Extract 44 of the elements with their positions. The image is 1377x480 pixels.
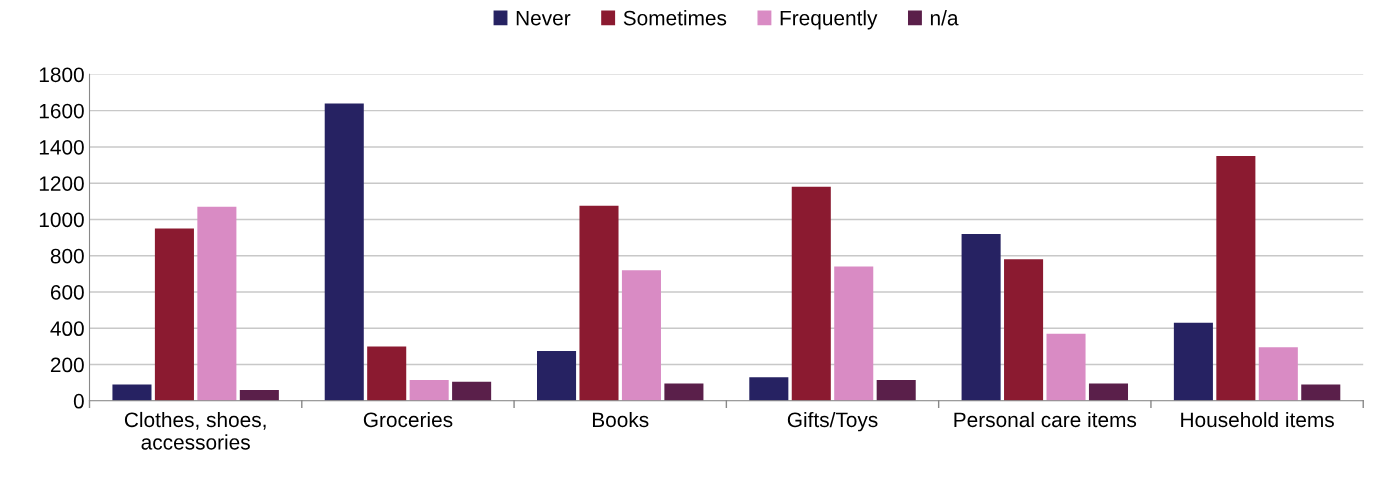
x-tick-label: Groceries [363,411,453,428]
legend-label: n/a [930,10,959,26]
y-tick-label: 800 [50,248,84,264]
x-tick-label: Personal care items [954,411,1137,428]
bar [452,381,492,401]
bar [367,346,407,401]
bar [1004,259,1044,401]
bar [112,384,152,401]
y-tick-label: 1400 [39,139,84,155]
bar [621,270,661,401]
y-tick-label: 400 [50,321,84,337]
bar [961,233,1001,401]
y-tick-label: 1600 [39,103,84,119]
bar [197,206,237,401]
bar [1258,347,1298,401]
y-tick-label: 1200 [39,176,84,191]
bar [876,379,916,401]
bar [834,266,874,401]
bar [409,379,449,401]
x-tick-label: Household items [1181,411,1334,428]
x-tick-label: Clothes, shoes, accessories [124,411,266,450]
x-tick-label: Books [592,411,649,428]
bar [1046,333,1086,401]
legend-label: Sometimes [623,10,727,26]
bar [324,103,364,401]
bar [537,350,577,401]
legend-label: Never [516,10,571,26]
bar [239,389,279,401]
y-tick-label: 1000 [39,212,84,228]
y-tick-label: 0 [73,393,84,409]
legend-label: Frequently [780,10,878,30]
bar [1088,383,1129,401]
bar [154,228,194,401]
x-tick-label: Gifts/Toys [787,411,878,432]
bar [664,383,704,401]
bar [579,205,619,401]
bar [1216,156,1256,401]
y-tick-label: 1800 [39,67,84,83]
y-tick-label: 200 [50,357,84,373]
y-tick-label: 600 [50,285,84,300]
bar [791,186,831,401]
bar [749,377,789,401]
bar [1173,322,1213,401]
bar [1301,384,1341,401]
